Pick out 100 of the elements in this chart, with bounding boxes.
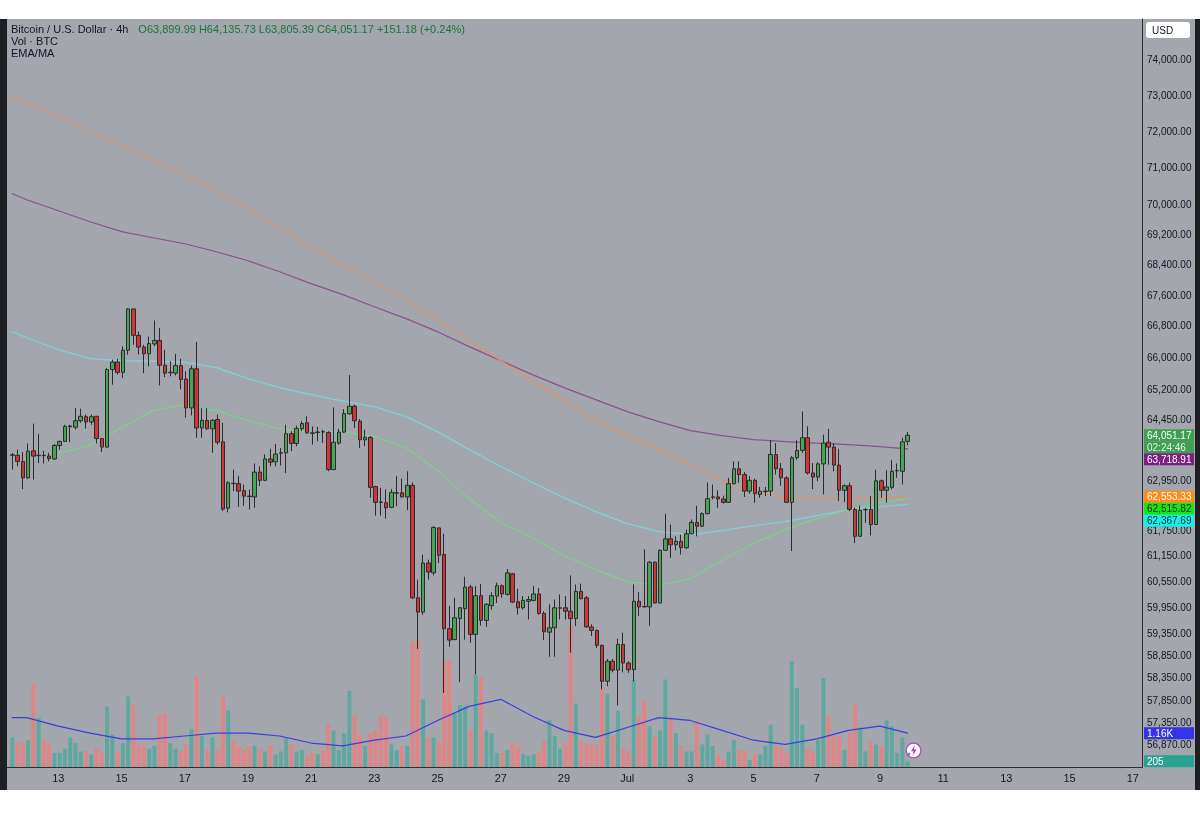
y-tick-label: 70,000.00 xyxy=(1147,198,1192,210)
bar xyxy=(689,751,694,767)
x-tick-label: 17 xyxy=(178,771,191,784)
bar xyxy=(615,710,620,767)
bar xyxy=(31,683,36,767)
y-tick-label: 66,800.00 xyxy=(1147,320,1192,332)
bar xyxy=(78,751,83,767)
y-tick-label: 59,350.00 xyxy=(1147,628,1192,639)
y-axis-title: USD xyxy=(1152,24,1174,36)
bar xyxy=(405,745,410,767)
bar xyxy=(547,720,552,767)
chart-title: Bitcoin / U.S. Dollar · 4h xyxy=(11,22,129,35)
bar xyxy=(563,743,568,767)
x-tick-label: 15 xyxy=(115,771,128,784)
bar xyxy=(363,745,368,767)
y-tick-label: 57,350.00 xyxy=(1147,717,1192,729)
bar xyxy=(868,741,873,767)
y-tick-label: 64,450.00 xyxy=(1147,413,1192,425)
text: 02:24:46 xyxy=(1147,441,1187,453)
text: 205 xyxy=(1147,755,1165,767)
text: 1.16K xyxy=(1147,727,1174,739)
text: 64,051.17 xyxy=(1147,429,1192,441)
y-tick-label: 56,870.00 xyxy=(1147,739,1192,750)
bar xyxy=(147,748,152,767)
bar xyxy=(858,727,863,767)
x-tick-label: Jul xyxy=(620,771,635,784)
bar xyxy=(505,750,510,767)
bar xyxy=(852,704,857,767)
bar xyxy=(368,733,373,767)
bar xyxy=(747,759,752,767)
y-tick-label: 60,550.00 xyxy=(1147,575,1192,587)
text: 62,515.82 xyxy=(1147,503,1192,515)
bar xyxy=(36,717,41,767)
bar xyxy=(194,676,199,767)
text: 62,553.33 xyxy=(1147,491,1192,503)
bar xyxy=(610,735,615,767)
bar xyxy=(220,696,225,767)
y-tick-label: 66,000.00 xyxy=(1147,351,1192,363)
bar xyxy=(768,724,773,767)
bar xyxy=(874,744,879,767)
bar xyxy=(810,751,815,767)
bar xyxy=(263,751,268,767)
x-tick-label: 7 xyxy=(813,771,820,784)
x-tick-label: 17 xyxy=(1126,771,1139,784)
bar xyxy=(737,750,742,767)
bar xyxy=(731,740,736,767)
bar xyxy=(89,754,94,767)
y-tick-label: 58,350.00 xyxy=(1147,672,1192,684)
y-tick-label: 59,950.00 xyxy=(1147,601,1192,613)
bar xyxy=(115,751,120,767)
annotation: O63,899.99 H64,135.73 L63,805.39 C64,051.17 +151.18 (+0.24%) xyxy=(138,23,465,35)
bar xyxy=(647,726,652,767)
bar xyxy=(315,754,320,767)
x-tick-label: 27 xyxy=(494,771,507,784)
bar xyxy=(679,745,684,767)
bar xyxy=(415,640,420,767)
bar xyxy=(842,750,847,767)
x-tick-label: 5 xyxy=(750,771,757,784)
bar xyxy=(605,693,610,767)
x-tick-label: 13 xyxy=(52,771,65,784)
bar xyxy=(226,710,231,767)
bar xyxy=(231,740,236,767)
bar xyxy=(652,737,657,767)
bar xyxy=(421,699,426,767)
bar xyxy=(141,745,146,767)
y-tick-label: 74,000.00 xyxy=(1147,54,1192,66)
x-tick-label: 11 xyxy=(937,771,949,784)
bar xyxy=(257,748,262,767)
bar xyxy=(26,740,31,767)
bar xyxy=(568,626,573,767)
bar xyxy=(684,751,689,767)
y-tick-label: 65,200.00 xyxy=(1147,383,1192,395)
bar xyxy=(515,745,520,767)
bar xyxy=(168,743,173,767)
bar xyxy=(521,754,526,767)
y-tick-label: 69,200.00 xyxy=(1147,228,1192,240)
bar xyxy=(621,748,626,767)
x-tick-label: 25 xyxy=(431,771,444,784)
bar xyxy=(905,761,910,767)
y-tick-label: 72,000.00 xyxy=(1147,125,1192,137)
bar xyxy=(579,740,584,767)
bar xyxy=(468,730,473,767)
bar xyxy=(99,752,104,767)
y-tick-label: 61,750.00 xyxy=(1147,524,1192,536)
chart-title: Vol · BTC xyxy=(11,34,59,47)
x-tick-label: 19 xyxy=(241,771,255,784)
bar xyxy=(52,752,57,767)
bar xyxy=(305,755,310,767)
annotation: EMA/MA xyxy=(11,47,56,59)
bar xyxy=(105,706,110,767)
x-tick-label: 23 xyxy=(368,771,381,784)
bar xyxy=(394,750,399,767)
text: 63,718.91 xyxy=(1147,453,1192,465)
bar xyxy=(752,754,757,767)
bar xyxy=(299,750,304,767)
bar xyxy=(716,754,721,767)
y-tick-label: 68,400.00 xyxy=(1147,258,1192,270)
bar xyxy=(673,733,678,767)
bar xyxy=(631,679,636,767)
bar xyxy=(10,737,15,767)
